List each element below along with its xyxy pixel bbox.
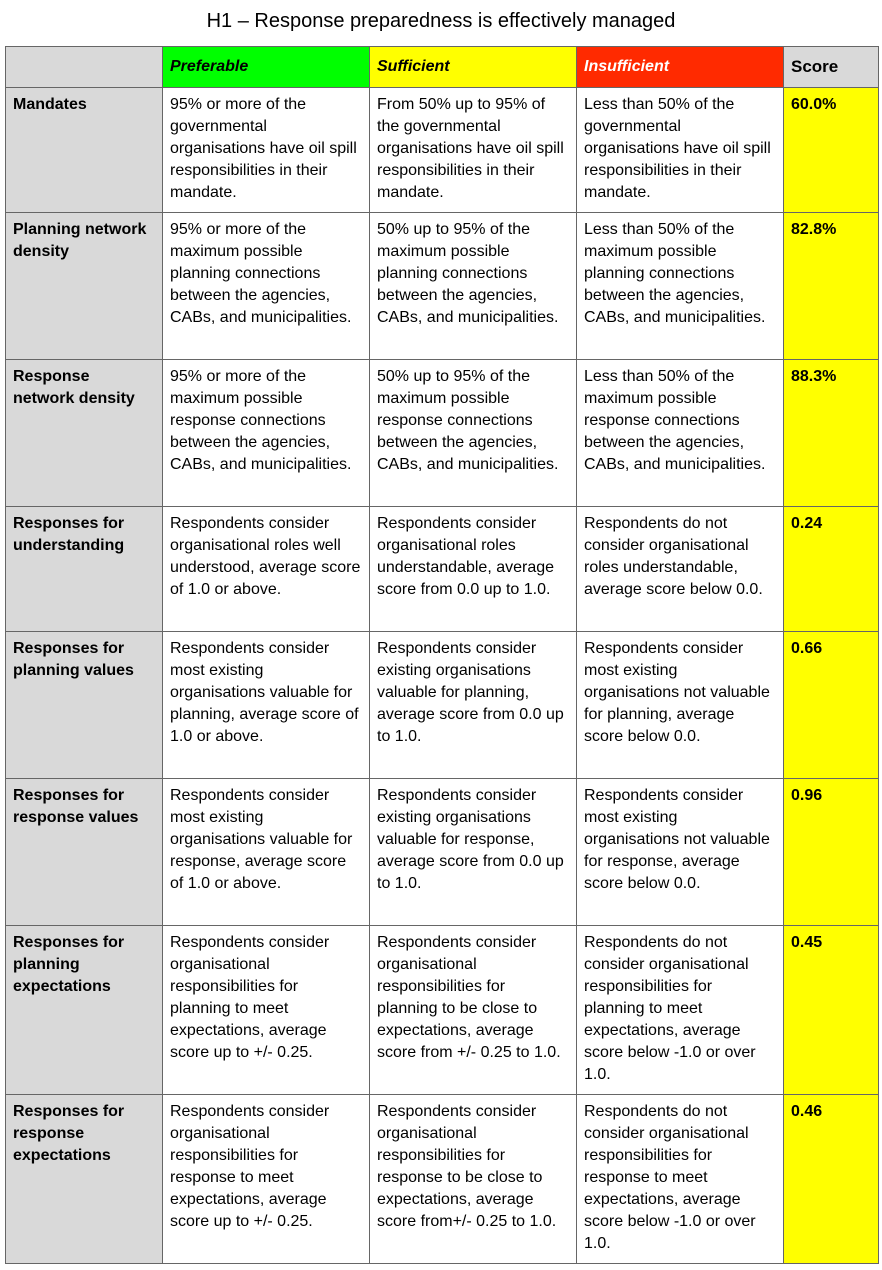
insufficient-cell: Less than 50% of the maximum possible pl… xyxy=(576,212,784,360)
criteria-table: Preferable Sufficient Insufficient Score… xyxy=(5,46,879,1264)
table-row: Responses for understanding Respondents … xyxy=(5,506,879,632)
insufficient-cell: Respondents do not consider organisation… xyxy=(576,506,784,632)
sufficient-cell: Respondents consider existing organisati… xyxy=(369,631,577,779)
preferable-cell: Respondents consider most existing organ… xyxy=(162,631,370,779)
row-label: Responses for response expectations xyxy=(5,1094,163,1264)
insufficient-cell: Less than 50% of the maximum possible re… xyxy=(576,359,784,507)
insufficient-cell: Less than 50% of the governmental organi… xyxy=(576,87,784,213)
sufficient-cell: Respondents consider existing organisati… xyxy=(369,778,577,926)
insufficient-cell: Respondents do not consider organisation… xyxy=(576,1094,784,1264)
score-cell: 0.96 xyxy=(783,778,879,926)
table-row: Responses for planning values Respondent… xyxy=(5,631,879,779)
header-row: Preferable Sufficient Insufficient Score xyxy=(5,46,879,88)
table-row: Responses for response values Respondent… xyxy=(5,778,879,926)
score-cell: 0.46 xyxy=(783,1094,879,1264)
table-row: Response network density 95% or more of … xyxy=(5,359,879,507)
sufficient-cell: 50% up to 95% of the maximum possible pl… xyxy=(369,212,577,360)
insufficient-cell: Respondents consider most existing organ… xyxy=(576,631,784,779)
score-cell: 0.45 xyxy=(783,925,879,1095)
sufficient-cell: 50% up to 95% of the maximum possible re… xyxy=(369,359,577,507)
insufficient-cell: Respondents consider most existing organ… xyxy=(576,778,784,926)
row-label: Responses for response values xyxy=(5,778,163,926)
table-row: Mandates 95% or more of the governmental… xyxy=(5,87,879,213)
table-row: Planning network density 95% or more of … xyxy=(5,212,879,360)
row-label: Responses for planning expectations xyxy=(5,925,163,1095)
score-cell: 82.8% xyxy=(783,212,879,360)
preferable-cell: Respondents consider organisational role… xyxy=(162,506,370,632)
sufficient-cell: From 50% up to 95% of the governmental o… xyxy=(369,87,577,213)
sufficient-cell: Respondents consider organisational role… xyxy=(369,506,577,632)
sufficient-cell: Respondents consider organisational resp… xyxy=(369,1094,577,1264)
row-label: Planning network density xyxy=(5,212,163,360)
row-label: Responses for understanding xyxy=(5,506,163,632)
page-title: H1 – Response preparedness is effectivel… xyxy=(206,10,676,32)
score-cell: 0.66 xyxy=(783,631,879,779)
sufficient-cell: Respondents consider organisational resp… xyxy=(369,925,577,1095)
preferable-cell: Respondents consider organisational resp… xyxy=(162,925,370,1095)
preferable-cell: 95% or more of the maximum possible plan… xyxy=(162,212,370,360)
score-cell: 60.0% xyxy=(783,87,879,213)
row-label: Response network density xyxy=(5,359,163,507)
row-label: Responses for planning values xyxy=(5,631,163,779)
preferable-cell: Respondents consider organisational resp… xyxy=(162,1094,370,1264)
header-corner-cell xyxy=(5,46,163,88)
score-cell: 88.3% xyxy=(783,359,879,507)
table-row: Responses for response expectations Resp… xyxy=(5,1094,879,1264)
header-insufficient: Insufficient xyxy=(576,46,784,88)
preferable-cell: Respondents consider most existing organ… xyxy=(162,778,370,926)
insufficient-cell: Respondents do not consider organisation… xyxy=(576,925,784,1095)
header-score: Score xyxy=(783,46,879,88)
row-label: Mandates xyxy=(5,87,163,213)
preferable-cell: 95% or more of the maximum possible resp… xyxy=(162,359,370,507)
score-cell: 0.24 xyxy=(783,506,879,632)
header-preferable: Preferable xyxy=(162,46,370,88)
table-row: Responses for planning expectations Resp… xyxy=(5,925,879,1095)
header-sufficient: Sufficient xyxy=(369,46,577,88)
preferable-cell: 95% or more of the governmental organisa… xyxy=(162,87,370,213)
